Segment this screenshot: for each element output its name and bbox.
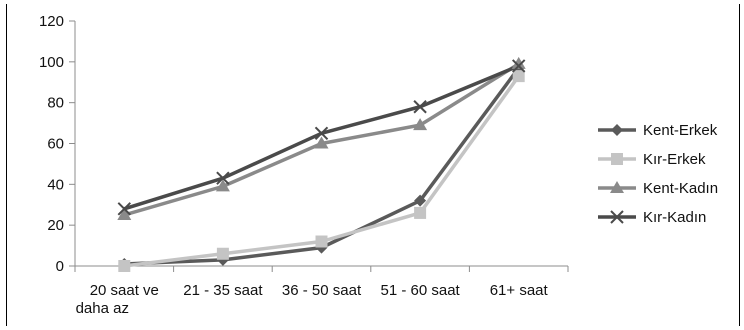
data-point-kır-erkek xyxy=(315,235,328,248)
legend-label: Kent-Erkek xyxy=(643,122,718,139)
y-tick-label: 0 xyxy=(56,258,64,275)
y-tick-label: 80 xyxy=(47,95,64,112)
chart-axes: 0 20 40 60 80 100 120 20 saat ve daha az 21 - 35 … xyxy=(39,13,569,317)
legend-marker xyxy=(611,124,623,136)
data-point-kent-erkek xyxy=(414,194,427,207)
data-point-kır-kadın xyxy=(314,126,329,140)
chart-frame xyxy=(6,4,740,326)
data-point-kır-erkek xyxy=(512,70,525,83)
y-tick-label: 120 xyxy=(39,13,64,30)
data-point-kır-kadın xyxy=(117,202,132,216)
y-tick-label: 60 xyxy=(47,136,64,153)
data-point-kır-kadın xyxy=(216,171,230,185)
data-point-kent-kadın xyxy=(117,207,132,220)
series-line-kent-erkek xyxy=(124,66,521,266)
x-tick-label: 21 - 35 saat xyxy=(183,282,263,299)
legend: Kent-Erkek Kır-Erkek Kent-Kadın Kır-Kadın xyxy=(598,122,718,226)
x-tick-label: 51 - 60 saat xyxy=(380,282,460,299)
x-tick-label: 61+ saat xyxy=(490,282,549,299)
data-point-kent-kadın xyxy=(511,56,526,69)
data-point-kent-kadın xyxy=(215,179,230,192)
data-point-kır-kadın xyxy=(511,59,526,73)
data-point-kır-erkek xyxy=(216,247,229,260)
data-point-kır-erkek xyxy=(118,260,131,272)
y-tick-label: 20 xyxy=(47,217,64,234)
y-tick-label: 40 xyxy=(47,176,64,193)
legend-label: Kır-Erkek xyxy=(643,151,706,168)
legend-marker xyxy=(611,153,623,165)
legend-label: Kır-Kadın xyxy=(643,209,706,226)
y-tick-label: 100 xyxy=(39,54,64,71)
data-point-kent-kadın xyxy=(413,118,428,131)
series-markers xyxy=(117,56,526,272)
legend-marker xyxy=(610,181,624,193)
data-point-kır-erkek xyxy=(414,206,427,219)
data-point-kır-kadın xyxy=(413,100,427,114)
x-tick-label: 20 saat ve daha az xyxy=(76,282,159,317)
data-point-kent-kadın xyxy=(314,136,329,149)
x-tick-label: 36 - 50 saat xyxy=(282,282,362,299)
legend-label: Kent-Kadın xyxy=(643,180,718,197)
legend-marker xyxy=(610,210,624,224)
